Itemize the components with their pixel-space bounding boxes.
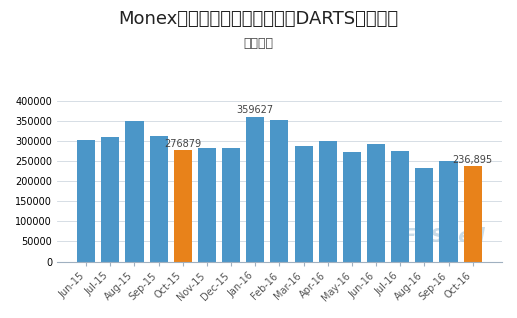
Bar [101, 137, 119, 261]
Bar [198, 149, 216, 261]
Text: Monex集团全球日均收入交易（DARTS）情况图: Monex集团全球日均收入交易（DARTS）情况图 [118, 10, 399, 28]
Bar [343, 152, 361, 261]
Bar [77, 140, 95, 261]
Bar [246, 117, 264, 261]
Text: 359627: 359627 [237, 105, 274, 115]
Bar [295, 146, 313, 261]
Bar [149, 136, 168, 261]
Bar [126, 121, 144, 261]
Text: 单位：笔: 单位：笔 [244, 37, 273, 50]
Bar [174, 150, 192, 261]
Text: 276879: 276879 [164, 139, 201, 149]
Bar [415, 168, 433, 261]
Text: FXShell: FXShell [403, 227, 485, 246]
Text: 236,895: 236,895 [453, 155, 493, 165]
Bar [222, 148, 240, 261]
Bar [391, 151, 409, 261]
Bar [318, 141, 337, 261]
Bar [270, 120, 288, 261]
Bar [439, 161, 458, 261]
Bar [464, 166, 482, 261]
Bar [367, 144, 385, 261]
